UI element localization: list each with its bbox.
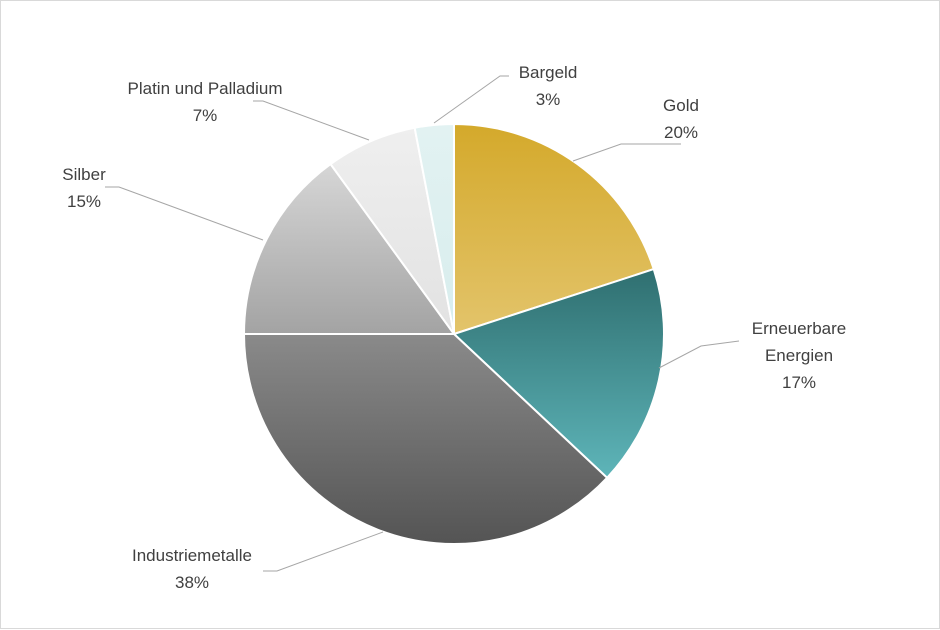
- leader-line-silber: [105, 186, 264, 241]
- pie-slices: [242, 122, 665, 545]
- leader-line-gold: [572, 143, 681, 162]
- pie-slice-erneuerbare-energien: [452, 267, 665, 480]
- data-label-percent: 7%: [193, 106, 218, 125]
- pie-slice-bargeld: [413, 122, 455, 335]
- leader-line-platin-und-palladium: [253, 100, 370, 141]
- pie-slice-industriemetalle: [242, 333, 609, 545]
- data-label-percent: 17%: [782, 373, 816, 392]
- leader-lines: [105, 75, 740, 572]
- data-label-bargeld: Bargeld 3%: [519, 63, 578, 109]
- data-label-name: Silber: [62, 165, 106, 184]
- leader-line-industriemetalle: [263, 531, 384, 572]
- data-label-name: Platin und Palladium: [128, 79, 283, 98]
- data-label-silber: Silber 15%: [62, 165, 106, 211]
- data-label-erneuerbare-energien: Erneuerbare Energien 17%: [752, 319, 847, 392]
- data-label-percent: 38%: [175, 573, 209, 592]
- data-label-name: Bargeld: [519, 63, 578, 82]
- data-label-name: Industriemetalle: [132, 546, 252, 565]
- data-label-name: Erneuerbare: [752, 319, 847, 338]
- data-label-gold: Gold 20%: [663, 96, 699, 142]
- data-labels: Gold 20% Erneuerbare Energien 17% Industrieme…: [62, 63, 846, 592]
- data-label-name: Gold: [663, 96, 699, 115]
- pie-slice-silber: [242, 162, 456, 335]
- data-label-percent: 3%: [536, 90, 561, 109]
- data-label-percent: 15%: [67, 192, 101, 211]
- data-label-name: Energien: [765, 346, 833, 365]
- leader-line-bargeld: [433, 75, 509, 124]
- data-label-industriemetalle: Industriemetalle 38%: [132, 546, 252, 592]
- data-label-platin-und-palladium: Platin und Palladium 7%: [128, 79, 283, 125]
- data-label-percent: 20%: [664, 123, 698, 142]
- leader-line-erneuerbare-energien: [658, 340, 740, 369]
- pie-slice-gold: [453, 122, 655, 336]
